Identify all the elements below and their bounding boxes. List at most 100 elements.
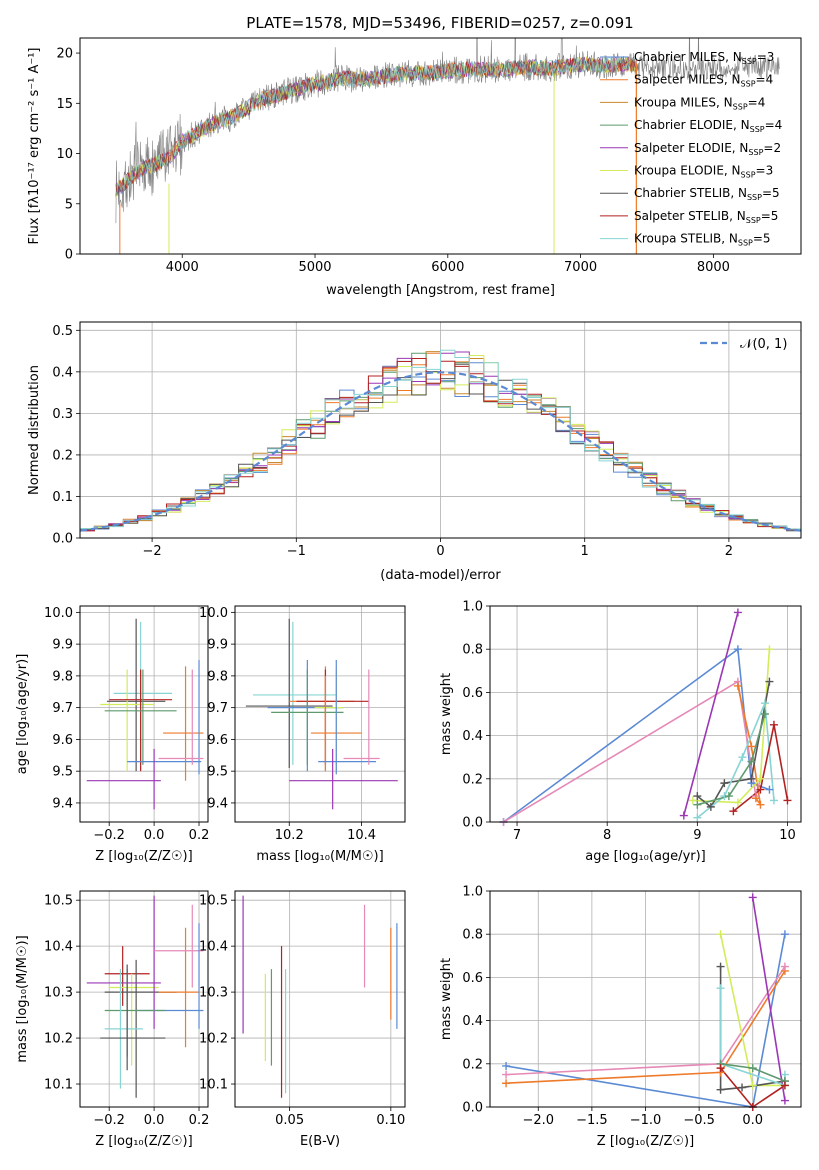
y-tick-label: 9.4: [207, 796, 228, 811]
axes-frame: [79, 605, 209, 823]
y-tick-label: 0.8: [462, 928, 483, 943]
plus-marker: [780, 962, 789, 971]
y-tick-label: 0.1: [52, 490, 73, 505]
y-tick-label: 15: [56, 97, 73, 112]
y-tick-label: 9.7: [52, 701, 73, 716]
y-tick-label: 9.9: [52, 638, 73, 653]
x-tick-label: 7: [513, 828, 521, 843]
plus-marker: [738, 753, 747, 762]
plus-marker: [693, 813, 702, 822]
plus-marker: [716, 930, 725, 939]
plus-marker: [716, 962, 725, 971]
y-tick-label: 9.4: [52, 796, 73, 811]
y-tick-label: 10.2: [199, 1032, 228, 1047]
plus-marker: [693, 800, 702, 809]
y-tick-label: 10.1: [199, 1078, 228, 1093]
legend-entry: Chabrier ELODIE, NSSP=4: [634, 118, 782, 134]
plus-marker: [756, 774, 765, 783]
plus-marker: [679, 811, 688, 820]
x-tick-label: −1.5: [576, 1113, 608, 1128]
plus-marker: [688, 796, 697, 805]
plus-marker: [748, 893, 757, 902]
mass-weight-series: [719, 1067, 786, 1107]
y-tick-label: 9.7: [207, 701, 228, 716]
x-tick-label: 0.0: [742, 1113, 763, 1128]
x-tick-label: 0: [436, 544, 444, 559]
plus-marker: [724, 792, 733, 801]
x-tick-label: 0.0: [144, 1113, 165, 1128]
plus-marker: [760, 699, 769, 708]
y-axis-label: mass weight: [439, 673, 454, 755]
panel-residuals: −2 −1 0 1 2 0.0 0.1 0.2 0.3 0.4 0.5 𝒩(0, 1) (data-mo…: [27, 321, 802, 583]
x-tick-label: −1: [287, 544, 306, 559]
x-tick-label: 6000: [431, 260, 464, 275]
plot-area: [503, 612, 789, 822]
x-tick-label: 4000: [166, 260, 199, 275]
plus-marker: [738, 1083, 747, 1092]
plot-area: [86, 895, 204, 1098]
y-tick-label: 0.4: [462, 1014, 483, 1029]
plus-marker: [756, 800, 765, 809]
plus-marker: [693, 792, 702, 801]
x-axis-label: (data-model)/error: [380, 568, 501, 583]
x-tick-label: −1.0: [630, 1113, 662, 1128]
y-tick-label: 1.0: [462, 600, 483, 615]
plus-marker: [502, 1061, 511, 1070]
x-tick-label: −2.0: [522, 1113, 554, 1128]
mass-weight-series: [697, 713, 766, 806]
plus-marker: [765, 645, 774, 654]
x-axis-label: wavelength [Angstrom, rest frame]: [326, 283, 555, 298]
mass-weight-series: [683, 612, 739, 816]
x-tick-label: 0.2: [189, 828, 210, 843]
y-axis-label: mass weight: [439, 958, 454, 1040]
plus-marker: [760, 710, 769, 718]
x-tick-label: 10: [779, 828, 796, 843]
x-axis-label: Z [log₁₀(Z/Z☉)]: [95, 1134, 192, 1149]
plus-marker: [765, 677, 774, 686]
x-tick-label: −0.5: [683, 1113, 715, 1128]
x-tick-label: 10.4: [347, 828, 376, 843]
plus-marker: [783, 796, 792, 805]
y-tick-label: 10.5: [44, 894, 73, 909]
y-tick-label: 9.8: [52, 669, 73, 684]
y-tick-label: 10.1: [44, 1078, 73, 1093]
x-tick-label: 0.05: [275, 1113, 304, 1128]
y-tick-label: 10.0: [199, 606, 228, 621]
panel-massweight_vs_age: 7 8 9 10 0.0 0.2 0.4 0.6 0.8 1.0 age [log₁₀(age/yr…: [439, 600, 802, 864]
axes-frame: [234, 605, 406, 823]
x-tick-label: 7000: [564, 260, 597, 275]
y-axis-label: age [log₁₀(age/yr)]: [15, 654, 30, 775]
mass-weight-series: [737, 685, 762, 806]
plus-marker: [748, 1064, 757, 1073]
y-tick-label: 20: [56, 47, 73, 62]
legend-entry: Salpeter MILES, NSSP=4: [634, 73, 773, 89]
plus-marker: [716, 984, 725, 993]
panel-mass_vs_Z: −0.2 0.0 0.2 10.1 10.2 10.3 10.4 10.5 Z [log₁₀(Z…: [15, 890, 209, 1149]
plot-area: [245, 618, 398, 810]
axes-frame: [489, 890, 802, 1108]
mass-weight-series: [503, 680, 762, 822]
legend-entry: 𝒩(0, 1): [740, 337, 787, 352]
plus-marker: [733, 645, 742, 654]
plus-marker: [502, 1070, 511, 1079]
plot-area: [80, 349, 801, 532]
y-tick-label: 1.0: [462, 885, 483, 900]
plus-marker: [747, 742, 756, 751]
plus-marker: [751, 794, 760, 803]
axes-frame: [489, 605, 802, 823]
model-spectrum-line: [115, 56, 637, 194]
panel-spectrum: 4000 5000 6000 7000 8000 0 5 10 15 20 Chabrier MIL…: [27, 37, 802, 298]
legend-entry: Kroupa STELIB, NSSP=5: [634, 232, 771, 248]
panel-massweight_vs_Z: −2.0 −1.5 −1.0 −0.5 0.0 0.0 0.2 0.4 0.6 0.8 1.0 Z […: [439, 885, 802, 1149]
plus-marker: [733, 608, 742, 617]
plus-marker: [733, 798, 742, 807]
axes-frame: [79, 890, 209, 1108]
x-axis-label: Z [log₁₀(Z/Z☉)]: [95, 849, 192, 864]
plus-marker: [748, 1081, 757, 1090]
plus-marker: [733, 681, 742, 690]
x-axis-label: Z [log₁₀(Z/Z☉)]: [597, 1134, 694, 1149]
x-tick-label: 5000: [298, 260, 331, 275]
y-tick-label: 0.4: [52, 365, 73, 380]
histogram-series: [80, 349, 801, 530]
